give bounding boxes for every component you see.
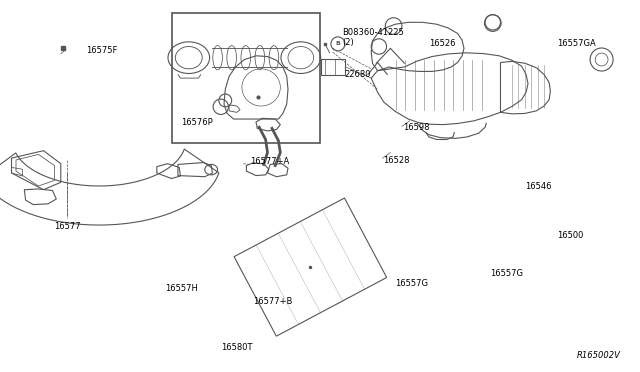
Text: 16546: 16546 (525, 182, 551, 191)
Text: 16598: 16598 (403, 123, 429, 132)
Text: 16557G: 16557G (396, 279, 429, 288)
Text: 16528: 16528 (383, 156, 409, 165)
Text: B: B (335, 41, 340, 46)
Text: R165002V: R165002V (577, 351, 621, 360)
Text: B08360-41225
(2): B08360-41225 (2) (342, 28, 403, 47)
Text: 16576P: 16576P (181, 118, 213, 127)
Bar (172, 13, 320, 143)
Text: 16557G: 16557G (490, 269, 523, 278)
Text: 22680: 22680 (344, 70, 371, 79)
Text: 16575F: 16575F (86, 46, 118, 55)
Text: 16500: 16500 (557, 231, 583, 240)
Bar (321, 59, 345, 75)
Text: 16577+B: 16577+B (253, 297, 292, 306)
Text: 16526: 16526 (429, 39, 455, 48)
Text: 16580T: 16580T (221, 343, 252, 352)
Text: 16557GA: 16557GA (557, 39, 596, 48)
Text: 16577+A: 16577+A (250, 157, 289, 166)
Text: 16557H: 16557H (165, 284, 198, 293)
Text: 16577: 16577 (54, 222, 81, 231)
